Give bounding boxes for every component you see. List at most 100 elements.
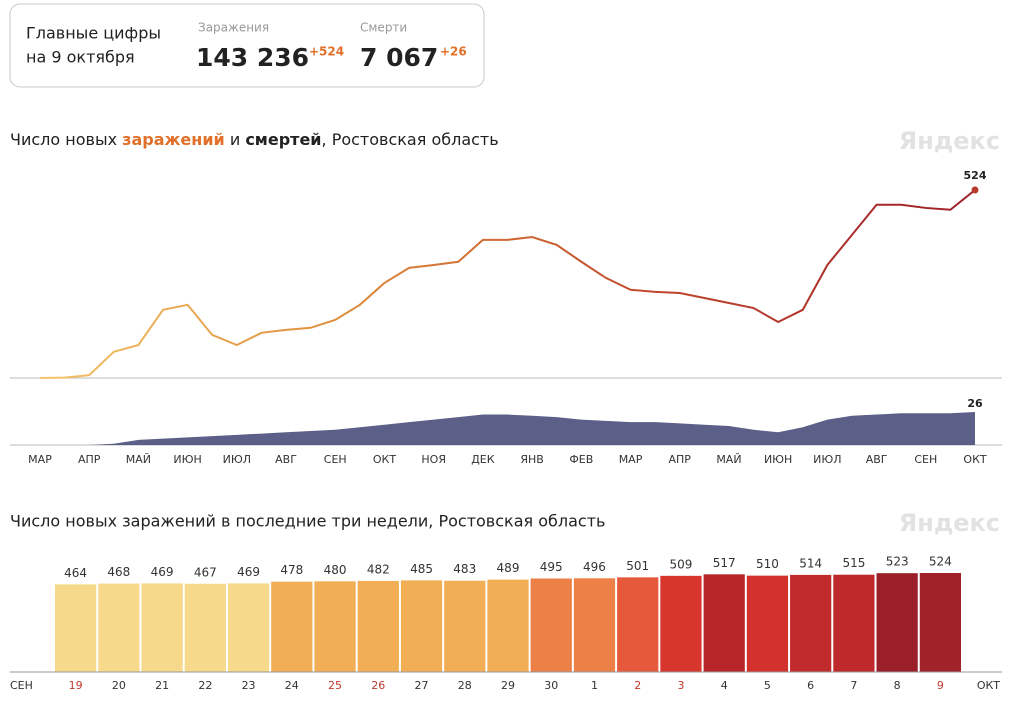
x-tick-label: ИЮЛ	[813, 453, 841, 466]
x-tick-label: 30	[544, 679, 558, 692]
value-label: 468	[107, 565, 130, 579]
x-tick-label: 21	[155, 679, 169, 692]
x-tick-label: 6	[807, 679, 814, 692]
bar	[400, 580, 443, 672]
bar	[227, 583, 270, 672]
bar	[573, 578, 616, 672]
x-tick-label: ИЮН	[764, 453, 792, 466]
title-part: и	[225, 130, 246, 149]
bar	[55, 584, 97, 672]
title-part: смертей	[245, 130, 321, 149]
infections-total: 143 236	[196, 43, 309, 72]
x-tick-label: ЯНВ	[520, 453, 543, 466]
x-tick-label: ФЕВ	[569, 453, 593, 466]
x-tick-label: 7	[850, 679, 857, 692]
summary-title: Главные цифры	[26, 24, 161, 43]
x-tick-label: МАЙ	[126, 453, 151, 466]
bar	[833, 574, 875, 672]
end-label: 524	[964, 169, 987, 182]
value-label: 464	[64, 566, 87, 580]
bar	[746, 575, 789, 672]
value-label: 478	[280, 563, 303, 577]
bar	[919, 573, 961, 672]
chart-title: Число новых заражений в последние три не…	[10, 512, 605, 531]
watermark: Яндекс	[899, 127, 1000, 155]
title-part: заражений	[122, 130, 225, 149]
value-label: 514	[799, 556, 822, 570]
chart-title: Число новых заражений и смертей, Ростовс…	[10, 130, 499, 149]
x-tick-label: 8	[894, 679, 901, 692]
value-label: 510	[756, 557, 779, 571]
value-label: 485	[410, 562, 433, 576]
value-label: 517	[713, 556, 736, 570]
value-label: 489	[497, 561, 520, 575]
infections-line	[39, 189, 976, 379]
value-label: 480	[324, 563, 347, 577]
x-tick-label: 24	[285, 679, 299, 692]
value-label: 501	[626, 559, 649, 573]
title-part: Число новых	[10, 130, 122, 149]
bar	[487, 579, 529, 672]
x-tick-label: МАЙ	[716, 453, 741, 466]
value-label: 524	[929, 555, 952, 569]
x-tick-label: 9	[937, 679, 944, 692]
x-tick-label: 19	[69, 679, 83, 692]
bar	[357, 580, 399, 672]
value-label: 469	[237, 565, 260, 579]
x-tick-label: ИЮЛ	[223, 453, 251, 466]
title-part: , Ростовская область	[322, 130, 499, 149]
bar	[314, 581, 356, 672]
x-tick-label: АПР	[669, 453, 692, 466]
x-tick-label: 20	[112, 679, 126, 692]
x-tick-label: СЕН	[914, 453, 937, 466]
bar	[790, 574, 832, 672]
x-tick-label: 5	[764, 679, 771, 692]
summary-date: на 9 октября	[26, 48, 135, 67]
x-tick-label: 25	[328, 679, 342, 692]
x-tick-label: 1	[591, 679, 598, 692]
x-tick-label: 2	[634, 679, 641, 692]
value-label: 469	[151, 565, 174, 579]
x-tick-label: 23	[242, 679, 256, 692]
bar	[184, 583, 226, 672]
bar	[141, 583, 183, 672]
deaths-total: 7 067	[360, 43, 438, 72]
infections-label: Заражения	[198, 21, 269, 35]
x-tick-label: АПР	[78, 453, 101, 466]
x-tick-label: МАР	[28, 453, 52, 466]
end-label: 26	[967, 397, 983, 410]
x-tick-label: 27	[415, 679, 429, 692]
watermark: Яндекс	[899, 509, 1000, 537]
month-label: ОКТ	[977, 679, 1000, 692]
value-label: 523	[886, 555, 909, 569]
bar	[444, 580, 486, 672]
end-dot	[971, 186, 979, 194]
deaths-delta: +26	[440, 45, 467, 59]
x-tick-label: ОКТ	[963, 453, 986, 466]
x-tick-label: АВГ	[866, 453, 888, 466]
x-tick-label: АВГ	[275, 453, 297, 466]
x-tick-label: МАР	[619, 453, 643, 466]
bar	[660, 575, 702, 672]
month-label: СЕН	[10, 679, 33, 692]
x-tick-label: 26	[371, 679, 385, 692]
x-tick-label: 3	[677, 679, 684, 692]
x-tick-label: ИЮН	[173, 453, 201, 466]
summary-box	[9, 3, 485, 88]
x-tick-label: 29	[501, 679, 515, 692]
x-tick-label: 4	[721, 679, 728, 692]
value-label: 483	[453, 562, 476, 576]
x-tick-label: ОКТ	[373, 453, 396, 466]
deaths-area	[40, 412, 975, 445]
bar	[703, 574, 745, 672]
bar	[530, 578, 572, 672]
x-tick-label: 28	[458, 679, 472, 692]
value-label: 496	[583, 560, 606, 574]
x-tick-label: 22	[198, 679, 212, 692]
deaths-label: Смерти	[360, 21, 407, 35]
x-tick-label: НОЯ	[421, 453, 446, 466]
bar	[617, 577, 659, 672]
infections-delta: +524	[309, 45, 344, 59]
